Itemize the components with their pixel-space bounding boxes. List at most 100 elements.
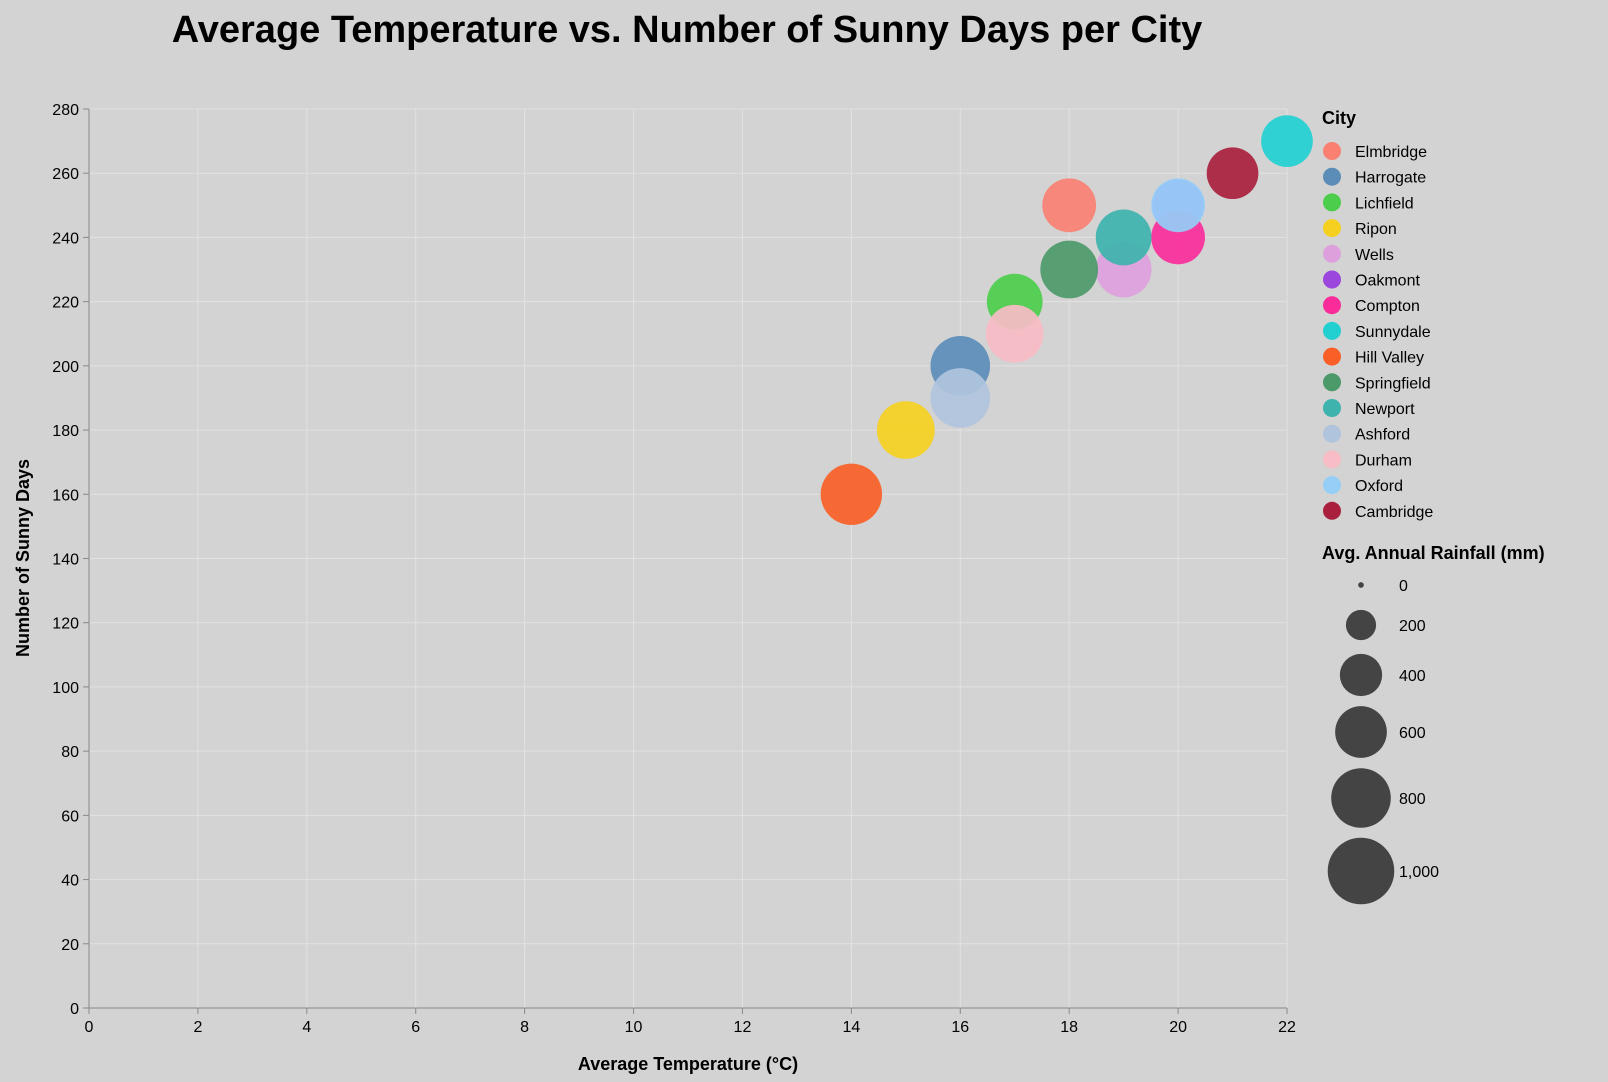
legend-label: Cambridge	[1355, 504, 1433, 521]
legend-label: Newport	[1355, 401, 1415, 418]
legend-label: Oakmont	[1355, 273, 1420, 290]
legend-item-oxford: Oxford	[1323, 476, 1403, 495]
x-tick-label: 2	[193, 1019, 202, 1036]
legend-label: Ashford	[1355, 427, 1410, 444]
data-point-cambridge	[1206, 147, 1259, 200]
legend-swatch	[1323, 167, 1341, 186]
color-legend-title: City	[1322, 108, 1356, 128]
legend: City Elmbridge Harrogate Lichfield Ripon Wel…	[1322, 108, 1545, 905]
legend-swatch	[1323, 501, 1341, 520]
y-tick-label: 240	[52, 230, 79, 247]
y-tick-label: 200	[52, 359, 79, 376]
x-tick-label: 4	[302, 1019, 311, 1036]
legend-item-durham: Durham	[1323, 450, 1412, 469]
legend-label: Springfield	[1355, 375, 1431, 392]
data-point-durham	[985, 304, 1044, 363]
legend-swatch	[1323, 476, 1341, 495]
legend-swatch	[1323, 244, 1341, 263]
size-swatch	[1339, 653, 1383, 697]
legend-label: Compton	[1355, 298, 1420, 315]
legend-swatch	[1323, 321, 1341, 340]
data-point-ripon	[876, 401, 935, 459]
y-tick-label: 160	[52, 487, 79, 504]
y-tick-label: 140	[52, 552, 79, 569]
legend-item-sunnydale: Sunnydale	[1323, 321, 1431, 341]
legend-item-wells: Wells	[1323, 244, 1394, 264]
x-tick-label: 22	[1278, 1019, 1296, 1036]
x-tick-label: 18	[1060, 1019, 1078, 1036]
legend-item-springfield: Springfield	[1323, 373, 1431, 392]
size-legend-item: 600	[1335, 706, 1426, 758]
x-tick-label: 6	[411, 1019, 420, 1036]
legend-label: Oxford	[1355, 478, 1403, 495]
legend-label: Hill Valley	[1355, 350, 1424, 367]
legend-item-compton: Compton	[1323, 296, 1420, 315]
y-tick-label: 0	[70, 1001, 79, 1018]
x-axis-title: Average Temperature (°C)	[578, 1054, 798, 1074]
data-point-newport	[1095, 209, 1152, 266]
data-point-hill-valley	[820, 463, 883, 525]
data-point-sunnydale	[1261, 115, 1313, 167]
legend-swatch	[1323, 142, 1341, 160]
legend-swatch	[1323, 219, 1341, 238]
y-tick-label: 180	[52, 423, 79, 440]
y-tick-label: 220	[52, 295, 79, 312]
x-tick-label: 12	[734, 1019, 752, 1036]
legend-item-harrogate: Harrogate	[1323, 167, 1426, 187]
size-legend-label: 800	[1399, 791, 1426, 808]
legend-swatch	[1323, 193, 1341, 212]
data-point-elmbridge	[1042, 178, 1097, 233]
size-swatch	[1335, 706, 1387, 758]
legend-label: Sunnydale	[1355, 324, 1431, 341]
data-point-springfield	[1040, 240, 1099, 299]
size-legend-item: 400	[1339, 653, 1426, 697]
size-legend-item: 0	[1358, 578, 1408, 595]
x-tick-label: 14	[842, 1019, 860, 1036]
legend-label: Ripon	[1355, 221, 1397, 238]
legend-item-elmbridge: Elmbridge	[1323, 142, 1427, 161]
y-tick-label: 60	[61, 808, 79, 825]
legend-swatch	[1323, 373, 1341, 392]
y-tick-label: 260	[52, 166, 79, 183]
size-legend-label: 400	[1399, 668, 1426, 685]
legend-swatch	[1323, 347, 1341, 366]
y-tick-label: 120	[52, 616, 79, 633]
legend-label: Lichfield	[1355, 195, 1414, 212]
size-legend-label: 0	[1399, 578, 1408, 595]
data-point-oxford	[1151, 178, 1205, 233]
y-tick-label: 40	[61, 873, 79, 890]
legend-item-hill-valley: Hill Valley	[1323, 347, 1424, 367]
x-axis-ticks: 0 2 4 6 8 10 12 14 16 18 20 22	[85, 1008, 1296, 1036]
legend-label: Wells	[1355, 247, 1394, 264]
legend-label: Harrogate	[1355, 170, 1426, 187]
legend-item-newport: Newport	[1323, 399, 1415, 418]
size-swatch	[1345, 609, 1377, 641]
size-legend-item: 200	[1345, 609, 1426, 641]
y-axis-title: Number of Sunny Days	[13, 459, 33, 657]
x-tick-label: 10	[625, 1019, 643, 1036]
x-tick-label: 20	[1169, 1019, 1187, 1036]
legend-swatch	[1323, 296, 1341, 315]
x-tick-label: 16	[951, 1019, 969, 1036]
size-swatch	[1331, 768, 1391, 828]
size-legend-title: Avg. Annual Rainfall (mm)	[1322, 543, 1545, 563]
legend-swatch	[1323, 270, 1341, 289]
size-legend-label: 200	[1399, 618, 1426, 635]
legend-label: Durham	[1355, 452, 1412, 469]
x-tick-label: 0	[85, 1019, 94, 1036]
size-swatch	[1327, 837, 1395, 905]
data-points	[820, 115, 1313, 525]
size-legend-item: 800	[1331, 768, 1426, 828]
data-point-ashford	[930, 368, 991, 428]
size-legend-label: 1,000	[1399, 864, 1439, 881]
legend-item-lichfield: Lichfield	[1323, 193, 1414, 212]
size-legend-item: 1,000	[1327, 837, 1439, 905]
y-tick-label: 80	[61, 744, 79, 761]
size-legend-items: 0 200 400 600 800 1,000	[1327, 578, 1439, 905]
chart-title: Average Temperature vs. Number of Sunny …	[172, 9, 1203, 51]
legend-item-ashford: Ashford	[1323, 424, 1410, 444]
legend-swatch	[1323, 424, 1341, 443]
size-swatch	[1358, 582, 1364, 588]
y-axis-ticks: 0 20 40 60 80 100 120 140 160 180 200 220 240 260 280	[52, 102, 89, 1018]
